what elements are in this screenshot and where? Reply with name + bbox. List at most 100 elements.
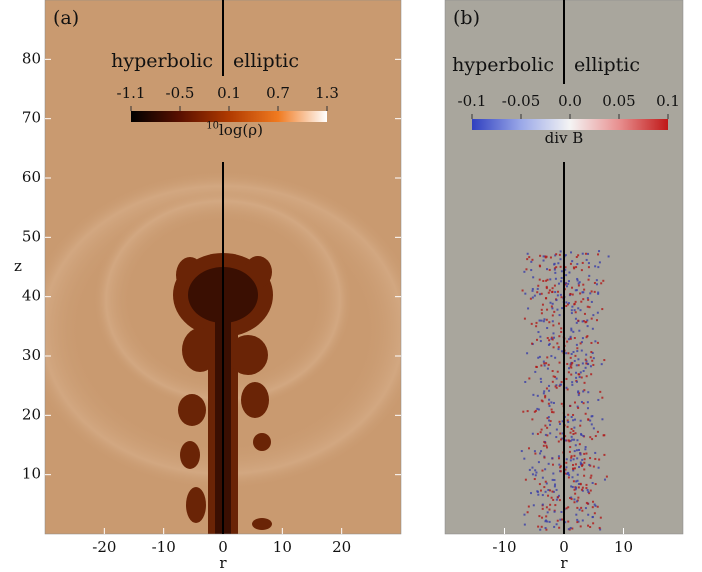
speck — [585, 501, 588, 504]
speck — [565, 507, 568, 510]
speck — [554, 483, 557, 486]
speck — [536, 291, 539, 294]
speck — [545, 506, 548, 509]
speck — [570, 416, 573, 419]
speck — [581, 362, 584, 365]
speck — [570, 312, 573, 315]
speck — [531, 258, 534, 261]
speck — [585, 375, 588, 378]
y-tick-label: 70 — [22, 109, 41, 127]
speck — [558, 422, 561, 425]
speck — [553, 525, 556, 528]
speck — [581, 509, 584, 512]
speck — [582, 402, 585, 405]
speck — [576, 405, 579, 408]
speck — [553, 284, 556, 287]
speck — [555, 436, 558, 439]
speck — [573, 488, 576, 491]
speck — [540, 450, 543, 453]
speck — [578, 508, 581, 511]
speck — [560, 280, 563, 283]
colorbar-label-superscript: 10 — [206, 121, 219, 132]
speck — [577, 496, 580, 499]
speck — [535, 471, 538, 474]
speck — [569, 446, 572, 449]
speck — [537, 493, 540, 496]
speck — [539, 528, 542, 531]
speck — [577, 406, 580, 409]
speck — [596, 430, 599, 433]
speck — [550, 401, 553, 404]
speck — [592, 357, 595, 360]
speck — [544, 490, 547, 493]
speck — [587, 391, 590, 394]
speck — [540, 308, 543, 311]
speck — [541, 516, 544, 519]
colorbar-tick-label: 0.7 — [266, 84, 290, 102]
speck — [576, 277, 579, 280]
speck — [534, 469, 537, 472]
speck — [572, 350, 575, 353]
speck — [581, 519, 584, 522]
x-tick-label: -10 — [152, 538, 176, 556]
speck — [549, 489, 552, 492]
speck — [591, 359, 594, 362]
speck — [557, 346, 560, 349]
speck — [542, 279, 545, 282]
speck — [583, 452, 586, 455]
colorbar-label: log(ρ) — [219, 121, 263, 139]
speck — [589, 489, 592, 492]
speck — [570, 329, 573, 332]
speck — [603, 453, 606, 456]
speck — [540, 312, 543, 315]
speck — [591, 438, 594, 441]
speck — [573, 337, 576, 340]
speck — [552, 375, 555, 378]
speck — [550, 496, 553, 499]
speck — [551, 370, 554, 373]
speck — [558, 335, 561, 338]
speck — [531, 287, 534, 290]
speck — [560, 327, 563, 330]
speck — [582, 320, 585, 323]
speck — [539, 293, 542, 296]
speck — [551, 463, 554, 466]
speck — [553, 485, 556, 488]
speck — [564, 521, 567, 524]
speck — [527, 307, 530, 310]
x-tick-label: -10 — [492, 538, 516, 556]
speck — [567, 506, 570, 509]
speck — [554, 356, 557, 359]
colorbar-label: div B — [545, 129, 584, 147]
speck — [597, 291, 600, 294]
speck — [598, 458, 601, 461]
speck — [560, 276, 563, 279]
speck — [581, 337, 584, 340]
speck — [520, 450, 523, 453]
speck — [531, 432, 534, 435]
speck — [554, 375, 557, 378]
speck — [545, 297, 548, 300]
speck — [569, 356, 572, 359]
speck — [575, 321, 578, 324]
speck — [577, 307, 580, 310]
speck — [581, 464, 584, 467]
speck — [542, 444, 545, 447]
speck — [580, 488, 583, 491]
speck — [548, 404, 551, 407]
speck — [567, 476, 570, 479]
speck — [573, 401, 576, 404]
speck — [559, 470, 562, 473]
speck — [585, 483, 588, 486]
speck — [553, 263, 556, 266]
speck — [602, 434, 605, 437]
speck — [552, 498, 555, 501]
speck — [573, 359, 576, 362]
speck — [555, 488, 558, 491]
speck — [545, 362, 548, 365]
speck — [547, 494, 550, 497]
speck — [582, 283, 585, 286]
speck — [587, 418, 590, 421]
speck — [576, 350, 579, 353]
speck — [589, 292, 592, 295]
